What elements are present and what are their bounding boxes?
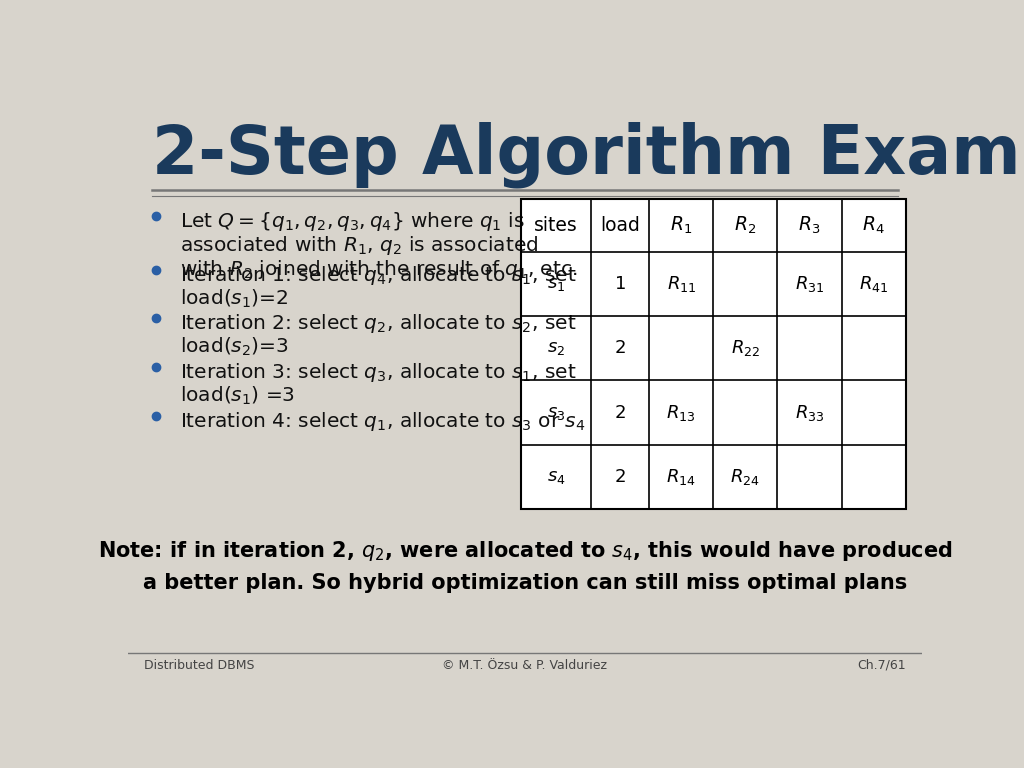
Text: Iteration 1: select $q_4$, allocate to $s_1$, set: Iteration 1: select $q_4$, allocate to $… <box>179 263 577 286</box>
Text: load$(s_2)$=3: load$(s_2)$=3 <box>179 336 289 358</box>
Text: $s_2$: $s_2$ <box>547 339 565 357</box>
Text: $R_2$: $R_2$ <box>734 214 757 236</box>
Text: $s_1$: $s_1$ <box>547 275 565 293</box>
Text: associated with $R_1$, $q_2$ is associated: associated with $R_1$, $q_2$ is associat… <box>179 234 538 257</box>
Text: 1: 1 <box>614 275 626 293</box>
Text: $s_3$: $s_3$ <box>547 404 565 422</box>
Text: $R_{11}$: $R_{11}$ <box>667 274 696 294</box>
Text: Note: if in iteration 2, $q_2$, were allocated to $s_4$, this would have produce: Note: if in iteration 2, $q_2$, were all… <box>97 538 952 563</box>
Text: Iteration 2: select $q_2$, allocate to $s_2$, set: Iteration 2: select $q_2$, allocate to $… <box>179 312 577 335</box>
Text: $R_3$: $R_3$ <box>799 214 820 236</box>
Text: 2: 2 <box>614 404 626 422</box>
Text: 2: 2 <box>614 468 626 486</box>
Text: $R_{13}$: $R_{13}$ <box>667 402 696 422</box>
Text: load$(s_1)$=2: load$(s_1)$=2 <box>179 287 288 310</box>
Text: load$(s_1)$ =3: load$(s_1)$ =3 <box>179 385 295 407</box>
Text: Distributed DBMS: Distributed DBMS <box>143 659 254 672</box>
Text: sites: sites <box>535 216 578 235</box>
Text: $s_4$: $s_4$ <box>547 468 565 486</box>
Text: with $R_2$ joined with the result of $q_1$, etc.: with $R_2$ joined with the result of $q_… <box>179 258 578 281</box>
Text: Iteration 3: select $q_3$, allocate to $s_1$, set: Iteration 3: select $q_3$, allocate to $… <box>179 361 577 384</box>
Text: $R_{31}$: $R_{31}$ <box>795 274 824 294</box>
Text: a better plan. So hybrid optimization can still miss optimal plans: a better plan. So hybrid optimization ca… <box>142 573 907 593</box>
Text: $R_{33}$: $R_{33}$ <box>795 402 824 422</box>
Text: $R_1$: $R_1$ <box>670 214 692 236</box>
Text: 2: 2 <box>614 339 626 357</box>
Text: $R_{24}$: $R_{24}$ <box>730 467 760 487</box>
Text: Iteration 4: select $q_1$, allocate to $s_3$ or $s_4$: Iteration 4: select $q_1$, allocate to $… <box>179 410 585 433</box>
Text: $R_4$: $R_4$ <box>862 214 885 236</box>
Bar <box>521 199 906 509</box>
Text: © M.T. Özsu & P. Valduriez: © M.T. Özsu & P. Valduriez <box>442 659 607 672</box>
Text: $R_{14}$: $R_{14}$ <box>667 467 696 487</box>
Text: load: load <box>600 216 640 235</box>
Text: 2-Step Algorithm Example: 2-Step Algorithm Example <box>152 121 1024 188</box>
Text: Let $Q = \{q_1, q_2, q_3, q_4\}$ where $q_1$ is: Let $Q = \{q_1, q_2, q_3, q_4\}$ where $… <box>179 210 524 233</box>
Text: $R_{41}$: $R_{41}$ <box>859 274 889 294</box>
Text: Ch.7/61: Ch.7/61 <box>857 659 905 672</box>
Text: $R_{22}$: $R_{22}$ <box>731 338 760 359</box>
